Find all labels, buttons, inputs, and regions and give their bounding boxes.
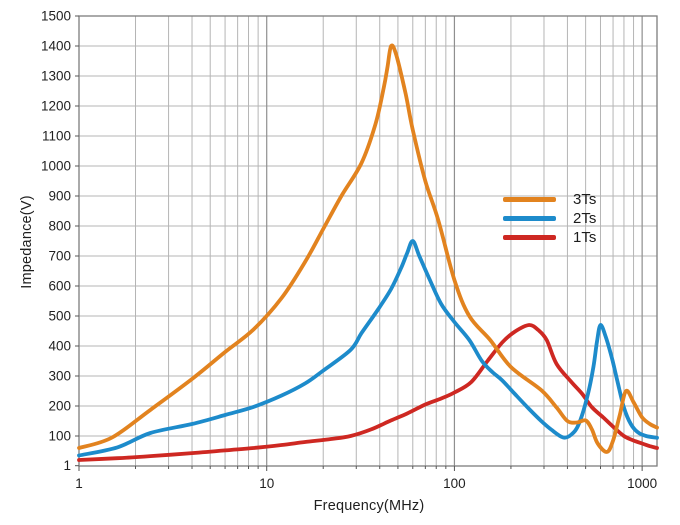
legend-line-2ts-icon bbox=[503, 216, 556, 221]
y-tick-label: 900 bbox=[48, 189, 71, 204]
legend-label-1ts: 1Ts bbox=[573, 229, 597, 246]
x-tick-label: 1000 bbox=[627, 476, 657, 491]
y-tick-label: 300 bbox=[48, 369, 71, 384]
y-tick-label: 1300 bbox=[41, 69, 71, 84]
legend-item-3ts: 3Ts bbox=[503, 190, 596, 209]
series-line-3ts bbox=[77, 43, 659, 454]
legend-line-3ts-icon bbox=[503, 197, 556, 202]
y-axis-title: Impedance(V) bbox=[19, 195, 35, 289]
y-tick-label: 800 bbox=[48, 219, 71, 234]
y-tick-label: 600 bbox=[48, 279, 71, 294]
y-tick-label: 1500 bbox=[41, 9, 71, 24]
series-line-2ts bbox=[77, 239, 659, 458]
y-tick-label: 100 bbox=[48, 429, 71, 444]
y-tick-label: 1000 bbox=[41, 159, 71, 174]
tick-labels: 1100200300400500600700800900100011001200… bbox=[41, 9, 657, 492]
y-tick-label: 1200 bbox=[41, 99, 71, 114]
y-tick-label: 500 bbox=[48, 309, 71, 324]
series-line-1ts bbox=[77, 323, 659, 462]
plot-frame bbox=[78, 15, 658, 467]
y-tick-label: 1 bbox=[63, 458, 71, 473]
legend-item-1ts: 1Ts bbox=[503, 228, 596, 247]
legend-label-3ts: 3Ts bbox=[573, 191, 597, 208]
legend-label-2ts: 2Ts bbox=[573, 210, 597, 227]
y-tick-label: 400 bbox=[48, 339, 71, 354]
axis-ticks bbox=[75, 15, 643, 471]
y-tick-label: 1400 bbox=[41, 39, 71, 54]
legend-item-2ts: 2Ts bbox=[503, 209, 596, 228]
y-tick-label: 700 bbox=[48, 249, 71, 264]
x-tick-label: 100 bbox=[443, 476, 466, 491]
x-tick-label: 10 bbox=[259, 476, 274, 491]
x-axis-title: Frequency(MHz) bbox=[313, 498, 425, 514]
legend: 3Ts 2Ts 1Ts bbox=[503, 190, 596, 247]
y-tick-label: 1100 bbox=[42, 129, 71, 144]
legend-line-1ts-icon bbox=[503, 235, 556, 240]
x-tick-label: 1 bbox=[75, 476, 83, 491]
series-curves bbox=[77, 43, 659, 462]
y-tick-label: 200 bbox=[48, 399, 71, 414]
